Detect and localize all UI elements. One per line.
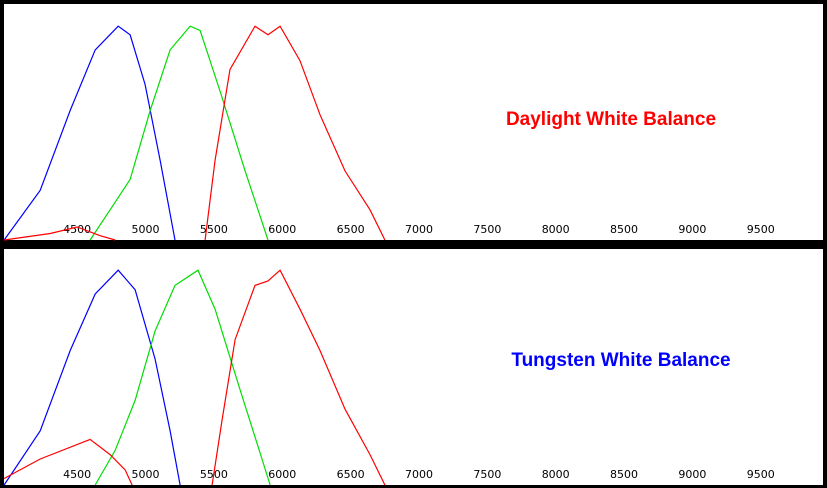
panel <box>4 249 823 485</box>
annotation: Daylight White Balance <box>506 109 716 130</box>
spectral-line <box>94 269 271 486</box>
x-tick-label: 8000 <box>542 223 570 236</box>
x-tick-label: 7500 <box>473 468 501 481</box>
x-tick-label: 9500 <box>747 223 775 236</box>
x-tick-label: 7000 <box>405 468 433 481</box>
spectral-line <box>3 25 176 241</box>
x-tick-label: 8500 <box>610 468 638 481</box>
x-tick-label: 6000 <box>268 468 296 481</box>
x-tick-label: 8000 <box>542 468 570 481</box>
spectral-line <box>3 269 386 486</box>
x-tick-label: 5500 <box>200 223 228 236</box>
spectral-line <box>4 25 386 241</box>
x-tick-label: 9000 <box>678 468 706 481</box>
x-tick-label: 4500 <box>63 223 91 236</box>
x-tick-label: 7000 <box>405 223 433 236</box>
x-tick-label: 4500 <box>63 468 91 481</box>
x-tick-label: 5000 <box>132 223 160 236</box>
x-tick-label: 6500 <box>337 468 365 481</box>
spectral-line <box>89 25 269 241</box>
x-tick-label: 7500 <box>473 223 501 236</box>
x-tick-label: 8500 <box>610 223 638 236</box>
x-tick-label: 6500 <box>337 223 365 236</box>
x-tick-label: 5000 <box>132 468 160 481</box>
x-tick-label: 9500 <box>747 468 775 481</box>
spectral-line <box>3 269 181 486</box>
annotation: Tungsten White Balance <box>511 350 730 371</box>
panel <box>4 4 823 240</box>
x-tick-label: 9000 <box>678 223 706 236</box>
x-tick-label: 6000 <box>268 223 296 236</box>
